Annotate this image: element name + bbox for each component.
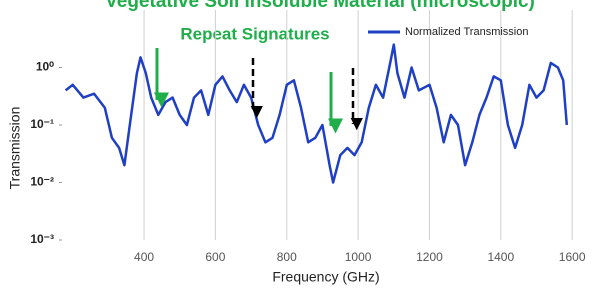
x-tick-label: 1400 <box>487 250 514 264</box>
series-line <box>66 45 567 183</box>
annotation: Repeat Signatures <box>180 24 329 43</box>
x-tick-label: 1600 <box>559 250 586 264</box>
x-tick-label: 800 <box>277 250 297 264</box>
x-tick-label: 600 <box>205 250 225 264</box>
chart: Vegetative Soil Insoluble Material (micr… <box>0 0 606 290</box>
y-tick-label: 10⁻² <box>30 175 54 189</box>
y-tick-label: 10⁰ <box>36 60 54 74</box>
y-axis-label: Transmission <box>7 107 23 190</box>
x-tick-label: 1200 <box>416 250 443 264</box>
y-tick-label: 10⁻³ <box>30 232 54 246</box>
x-tick-label: 1000 <box>345 250 372 264</box>
x-axis-label: Frequency (GHz) <box>272 269 379 285</box>
plot-area: 400 600 800 1000 1200 1400 1600 10⁻³ 10⁻² 10⁻¹ 10⁰ <box>30 10 586 264</box>
x-tick-label: 400 <box>134 250 154 264</box>
chart-title: Vegetative Soil Insoluble Material (micr… <box>105 0 535 12</box>
y-tick-label: 10⁻¹ <box>30 117 54 131</box>
legend-label: Normalized Transmission <box>405 26 528 38</box>
